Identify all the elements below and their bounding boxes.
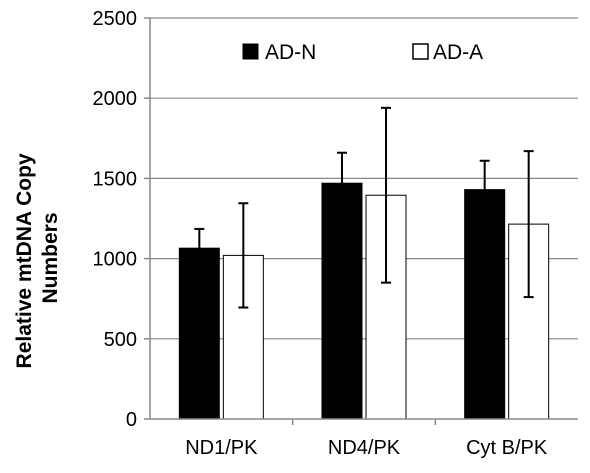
axes (144, 17, 578, 425)
y-axis-label-line-2: Numbers (39, 212, 62, 303)
error-bars (194, 106, 534, 309)
gridlines (150, 17, 578, 340)
bar-ad-n (178, 247, 220, 420)
y-tick-label: 2000 (93, 88, 138, 110)
x-category-labels: ND1/PK ND4/PK Cyt B/PK (185, 437, 548, 459)
y-tick-label: 500 (104, 329, 137, 351)
legend: AD-N AD-A (242, 41, 483, 64)
legend-swatch-ad-n (242, 43, 259, 60)
y-axis-label-line-1: Relative mtDNA Copy (13, 153, 36, 368)
y-tick-label: 2500 (93, 8, 138, 30)
bar-ad-n (464, 189, 506, 420)
x-category-label: Cyt B/PK (466, 437, 548, 459)
legend-swatch-ad-a (412, 43, 429, 60)
legend-label-ad-n: AD-N (265, 41, 316, 64)
bars (178, 182, 550, 420)
y-tick-label: 1500 (93, 168, 138, 190)
y-axis-label: Relative mtDNA Copy Numbers (13, 148, 62, 369)
x-category-label: ND1/PK (185, 437, 258, 459)
y-tick-label: 1000 (93, 249, 138, 271)
y-tick-labels: 0 500 1000 1500 2000 2500 (93, 8, 138, 431)
y-tick-label: 0 (126, 409, 137, 431)
bar-ad-n (321, 182, 363, 420)
legend-label-ad-a: AD-A (433, 41, 483, 64)
x-category-label: ND4/PK (328, 437, 401, 459)
